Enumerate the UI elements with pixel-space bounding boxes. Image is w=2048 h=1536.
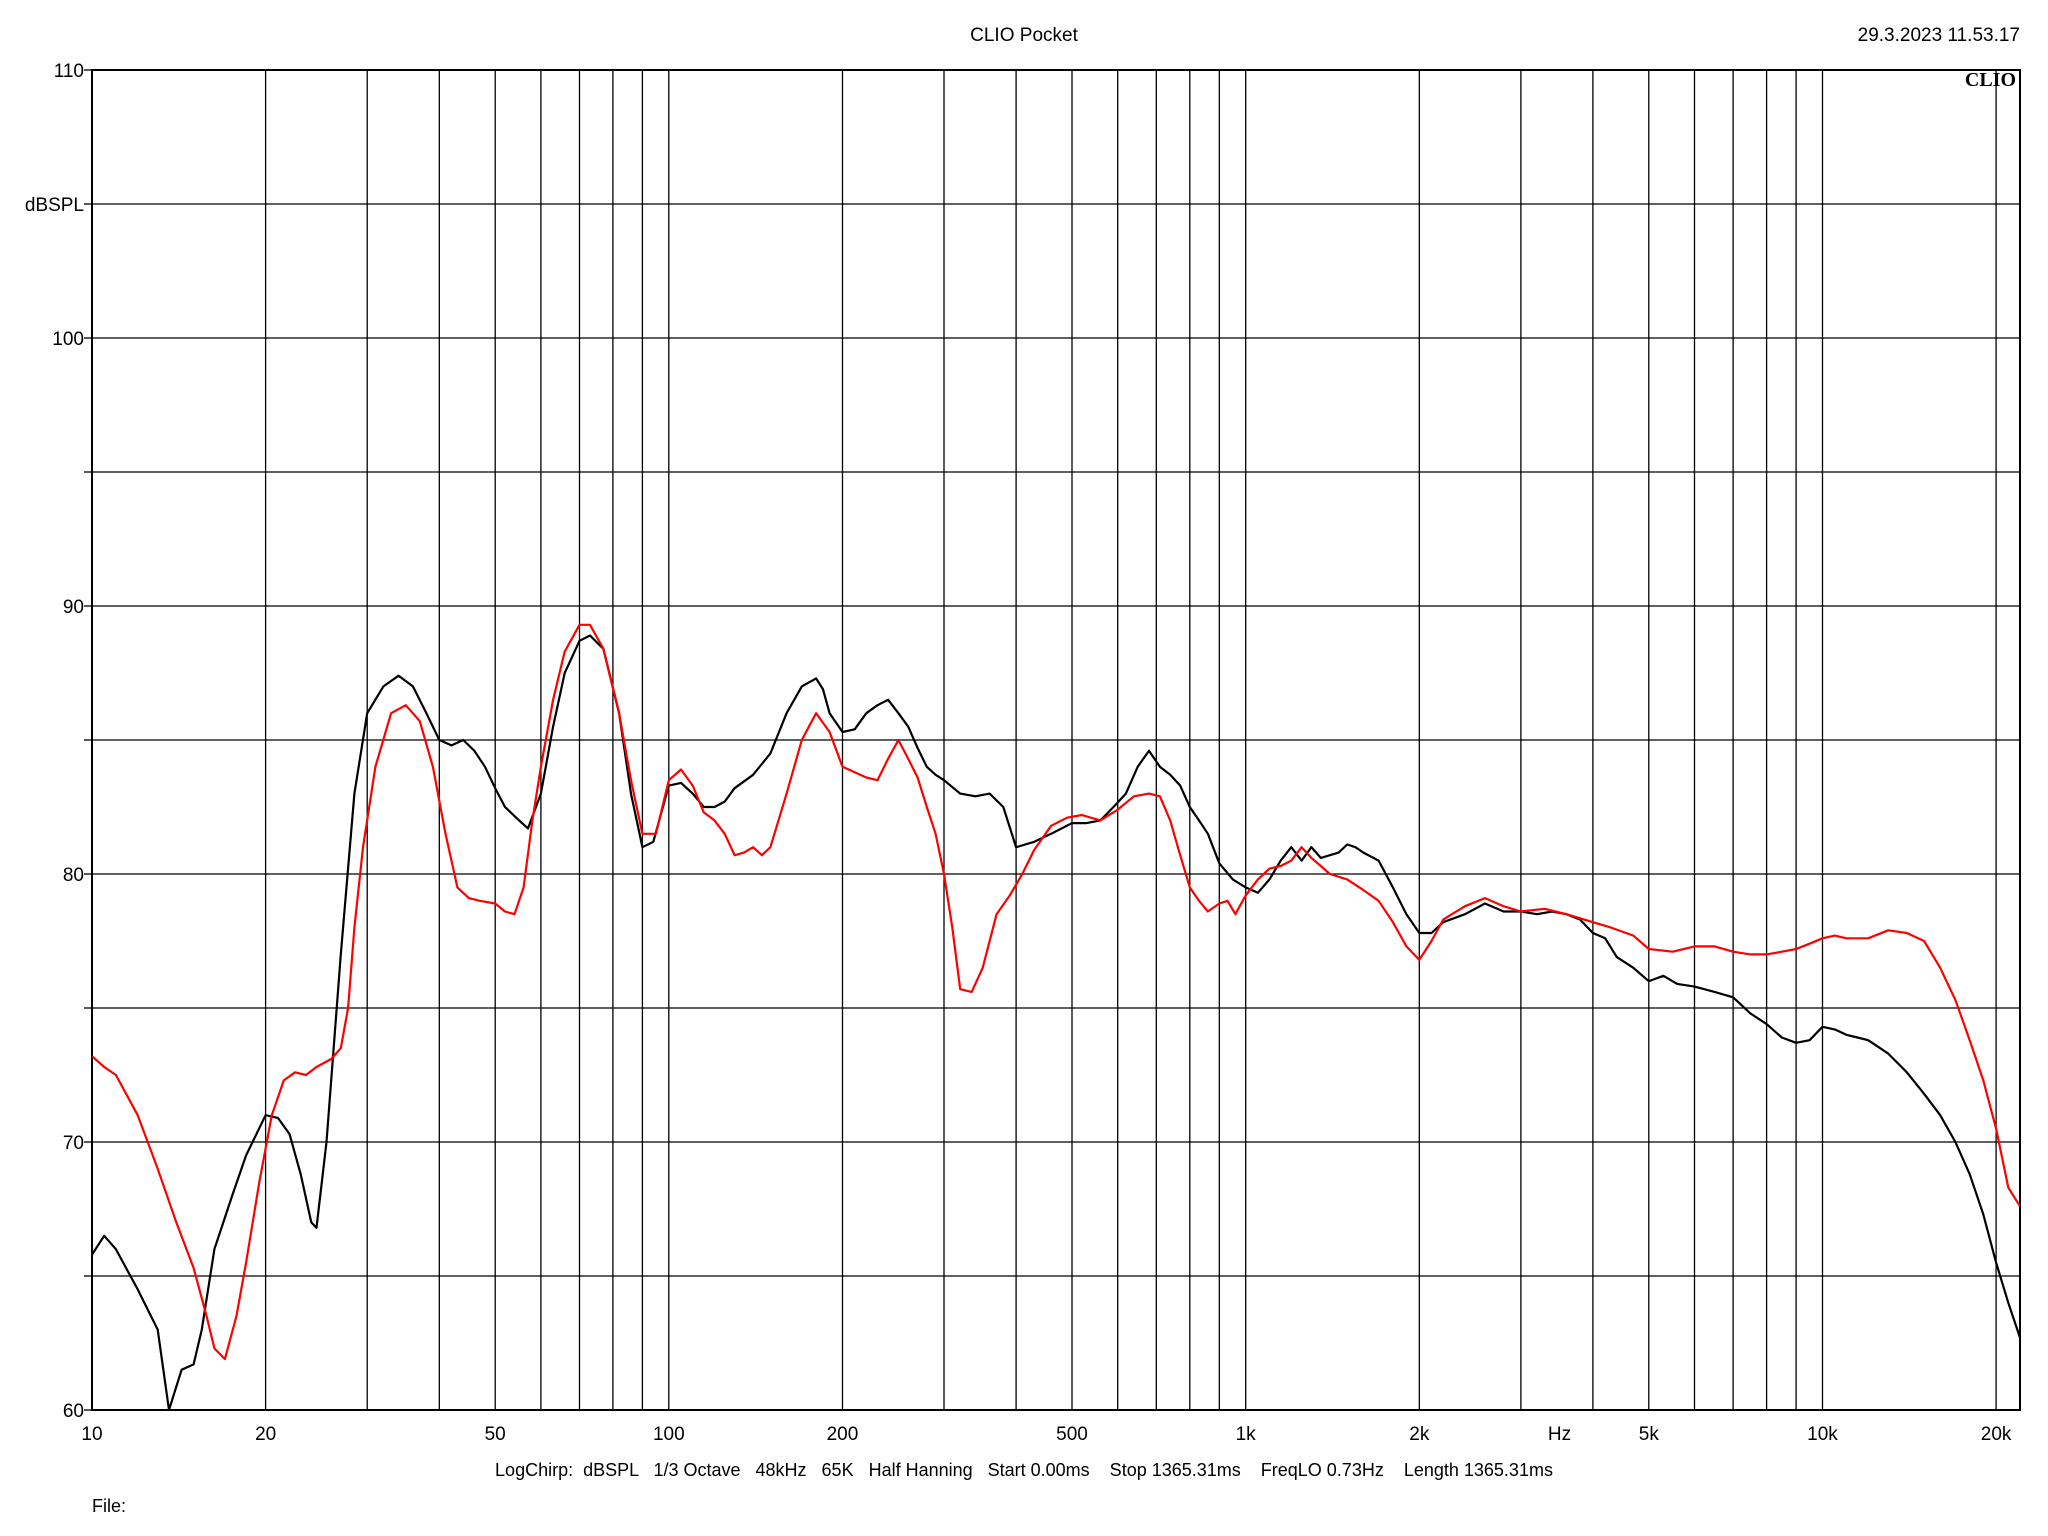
x-tick-label: 10k [1807,1424,1838,1445]
timestamp: 29.3.2023 11.53.17 [1858,25,2020,46]
y-tick-label: 110 [54,61,84,82]
x-tick-label: 2k [1409,1424,1430,1445]
plot-frame [91,69,2021,1411]
grid [84,69,2020,1411]
x-tick-label: 200 [827,1424,859,1445]
x-tick-label: 5k [1639,1424,1660,1445]
y-tick-label: 80 [63,865,84,886]
x-axis-label: Hz [1548,1424,1571,1445]
x-tick-label: 100 [653,1424,685,1445]
series-line-black [92,634,2020,1410]
x-tick-label: 1k [1236,1424,1257,1445]
file-label: File: [92,1496,126,1516]
x-tick-label: 500 [1056,1424,1088,1445]
chart-title: CLIO Pocket [970,25,1078,46]
series-line-red [92,623,2020,1361]
y-tick-label: 70 [63,1133,84,1154]
y-tick-label: 60 [63,1401,84,1422]
y-axis-label: dBSPL [25,195,84,216]
x-tick-label: 20k [1981,1424,2012,1445]
clio-logo: CLIO [1965,69,2016,91]
y-tick-label: 90 [63,597,84,618]
x-tick-label: 20 [255,1424,276,1445]
x-tick-label: 10 [81,1424,102,1445]
measurement-settings: LogChirp: dBSPL 1/3 Octave 48kHz 65K Hal… [495,1460,1553,1480]
y-tick-label: 100 [52,329,84,350]
axis-labels: 60 70 80 90 100 110 dBSPL 10 20 50 100 200 500 1k 2k 5k… [25,61,2012,1445]
x-tick-label: 50 [485,1424,506,1445]
series-group [92,623,2020,1410]
